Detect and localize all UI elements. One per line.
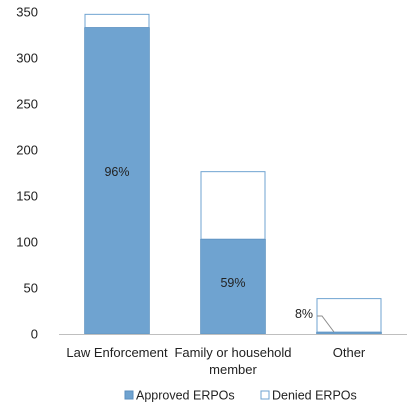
y-tick-label: 250 <box>16 97 38 112</box>
data-labels: 96% 59% 8% <box>104 165 335 333</box>
bar-approved-2 <box>316 331 382 335</box>
legend-label: Denied ERPOs <box>272 389 357 403</box>
y-tick-label: 300 <box>16 51 38 66</box>
legend: Approved ERPOs Denied ERPOs <box>124 389 357 403</box>
y-tick-label: 50 <box>24 281 38 296</box>
data-label: 96% <box>104 165 129 179</box>
bar-denied-1 <box>200 171 266 240</box>
bar-approved-0 <box>84 27 150 335</box>
bar-approved-1 <box>200 238 266 335</box>
y-tick-label: 200 <box>16 143 38 158</box>
legend-swatch <box>124 390 134 400</box>
y-tick-label: 0 <box>31 327 38 342</box>
bars <box>84 13 382 335</box>
x-category-label: Family or household member <box>174 345 291 377</box>
legend-swatch <box>260 390 270 400</box>
y-axis: 0 50 100 150 200 250 300 350 <box>16 5 38 342</box>
bar-denied-0 <box>84 13 150 29</box>
y-tick-label: 350 <box>16 5 38 20</box>
legend-label: Approved ERPOs <box>136 389 235 403</box>
data-label-leader-line <box>317 315 335 333</box>
x-category-label: Law Enforcement <box>66 345 168 360</box>
data-label: 8% <box>295 307 313 321</box>
y-tick-label: 100 <box>16 235 38 250</box>
y-tick-label: 150 <box>16 189 38 204</box>
data-label: 59% <box>220 276 245 290</box>
x-axis: Law Enforcement Family or household member… <box>59 334 407 377</box>
x-category-label: Other <box>333 345 366 360</box>
bar-denied-2 <box>316 298 382 333</box>
